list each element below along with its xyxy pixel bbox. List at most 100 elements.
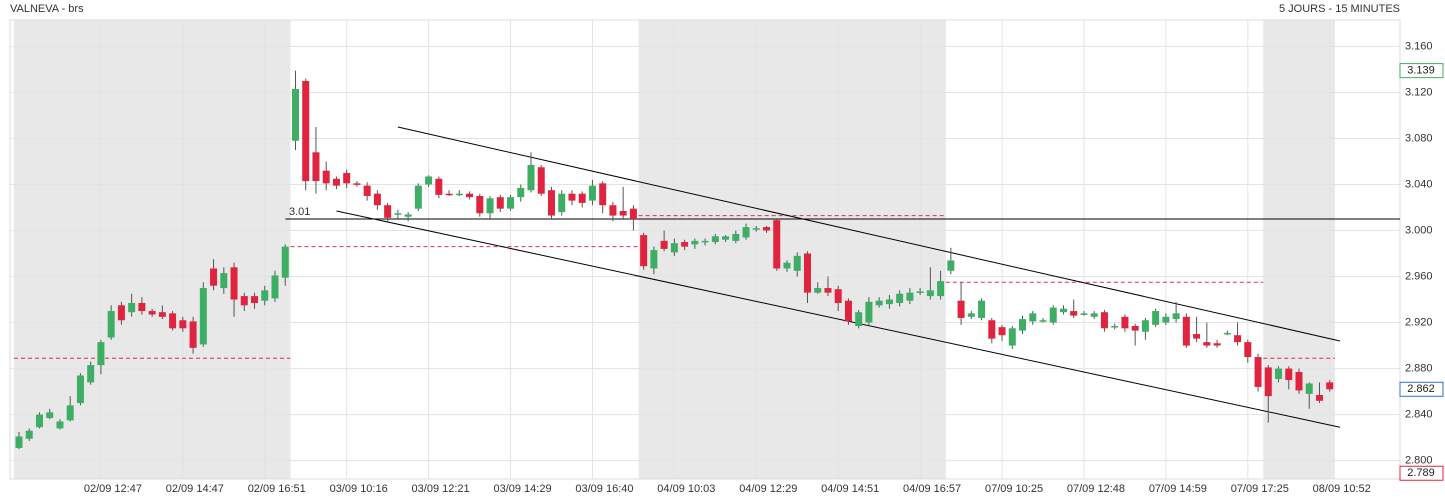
candle-body bbox=[926, 290, 934, 297]
candle-body bbox=[793, 255, 801, 271]
chart-subtitle: 5 JOURS - 15 MINUTES bbox=[1279, 3, 1400, 15]
x-tick-label: 02/09 12:47 bbox=[84, 483, 142, 495]
candle-body bbox=[988, 320, 996, 339]
session-band bbox=[14, 20, 291, 479]
candle-body bbox=[35, 414, 43, 428]
candle-body bbox=[169, 313, 177, 329]
x-tick-label: 07/09 10:25 bbox=[985, 483, 1043, 495]
candle-body bbox=[158, 312, 166, 317]
y-tick-label: 3.160 bbox=[1405, 40, 1433, 52]
session-shading bbox=[14, 20, 1335, 479]
candle-body bbox=[1264, 367, 1272, 397]
candle-body bbox=[1326, 382, 1334, 390]
candle-body bbox=[496, 197, 504, 209]
candle-body bbox=[261, 290, 269, 301]
x-tick-label: 03/09 14:29 bbox=[493, 483, 551, 495]
low-label-box bbox=[1399, 465, 1444, 481]
candle-body bbox=[1213, 343, 1221, 346]
candle-body bbox=[1244, 342, 1252, 358]
high-label: 3.139 bbox=[1407, 65, 1435, 77]
chart-title: VALNEVA - brs bbox=[10, 3, 84, 15]
y-tick-label: 2.840 bbox=[1405, 408, 1433, 420]
candle-body bbox=[404, 214, 412, 217]
x-tick-label: 04/09 16:57 bbox=[903, 483, 961, 495]
x-tick-label: 07/09 17:25 bbox=[1231, 483, 1289, 495]
candle-body bbox=[425, 176, 433, 185]
x-tick-label: 03/09 10:16 bbox=[330, 483, 388, 495]
y-tick-label: 3.000 bbox=[1405, 224, 1433, 236]
trendline bbox=[336, 210, 1341, 428]
candle-body bbox=[343, 173, 351, 184]
x-tick-label: 03/09 12:21 bbox=[412, 483, 470, 495]
candle-body bbox=[722, 236, 730, 240]
candle-body bbox=[97, 342, 105, 366]
candle-body bbox=[588, 185, 596, 201]
candle-body bbox=[844, 300, 852, 322]
y-tick-label: 2.960 bbox=[1405, 270, 1433, 282]
candle-body bbox=[281, 246, 289, 278]
candle-body bbox=[1070, 311, 1078, 316]
candle-body bbox=[1008, 328, 1016, 346]
candle-body bbox=[302, 80, 310, 182]
candle-body bbox=[394, 213, 402, 215]
candle-body bbox=[875, 300, 883, 306]
last-label-box bbox=[1399, 381, 1444, 397]
candle-body bbox=[711, 236, 719, 243]
candle-body bbox=[1285, 368, 1293, 381]
candle-body bbox=[476, 196, 484, 214]
candle-body bbox=[547, 190, 555, 216]
candle-body bbox=[240, 296, 248, 306]
candle-body bbox=[148, 311, 156, 315]
candle-body bbox=[1182, 316, 1190, 346]
candle-body bbox=[578, 193, 586, 203]
candle-body bbox=[56, 421, 64, 429]
candle-body bbox=[937, 281, 945, 297]
candle-body bbox=[1039, 320, 1047, 322]
candle-body bbox=[455, 193, 463, 196]
x-tick-label: 07/09 14:59 bbox=[1149, 483, 1207, 495]
candle-body bbox=[865, 301, 873, 323]
high-label-box bbox=[1399, 63, 1444, 79]
x-tick-label: 04/09 14:51 bbox=[821, 483, 879, 495]
candle-body bbox=[1162, 316, 1170, 323]
candle-body bbox=[681, 242, 689, 247]
candle-body bbox=[15, 436, 23, 448]
candle-body bbox=[210, 268, 218, 286]
candle-body bbox=[486, 198, 494, 214]
candle-body bbox=[384, 205, 392, 218]
candle-body bbox=[650, 250, 658, 269]
candle-body bbox=[1111, 326, 1119, 328]
candle-body bbox=[896, 293, 904, 303]
candle-body bbox=[414, 185, 422, 209]
candle-body bbox=[916, 291, 924, 293]
candle-body bbox=[373, 193, 381, 206]
plot-frame bbox=[9, 19, 1401, 480]
candle-body bbox=[803, 253, 811, 293]
candle-body bbox=[1254, 357, 1262, 387]
candle-body bbox=[967, 313, 975, 317]
x-tick-label: 04/09 10:03 bbox=[657, 483, 715, 495]
candle-body bbox=[640, 235, 648, 267]
candle-body bbox=[783, 262, 791, 269]
candle-body bbox=[1090, 313, 1098, 317]
candle-body bbox=[629, 208, 637, 220]
candle-body bbox=[691, 240, 699, 245]
low-label: 2.789 bbox=[1407, 467, 1435, 479]
x-tick-label: 04/09 12:29 bbox=[739, 483, 797, 495]
session-band bbox=[638, 20, 946, 479]
candle-body bbox=[1121, 316, 1129, 329]
candle-body bbox=[87, 365, 95, 383]
candle-body bbox=[773, 220, 781, 269]
candle-body bbox=[1223, 332, 1231, 335]
y-tick-label: 2.920 bbox=[1405, 316, 1433, 328]
candle-body bbox=[117, 305, 125, 321]
candle-body bbox=[1234, 335, 1242, 343]
candle-body bbox=[814, 288, 822, 293]
candle-body bbox=[312, 152, 320, 182]
candle-body bbox=[978, 300, 986, 318]
candle-body bbox=[527, 164, 535, 191]
level-label: 3.01 bbox=[289, 206, 310, 218]
x-tick-label: 02/09 16:51 bbox=[248, 483, 306, 495]
candle-body bbox=[128, 302, 136, 313]
